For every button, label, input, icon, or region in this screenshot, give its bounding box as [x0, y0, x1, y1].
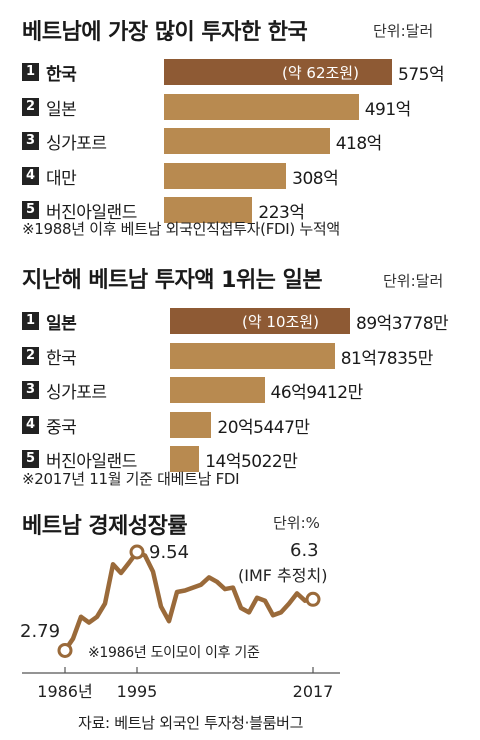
value-label: 20억5447만	[217, 417, 310, 438]
rank-badge: 1	[22, 63, 39, 81]
country-label: 일본	[46, 99, 77, 120]
chart2-title: 지난해 베트남 투자액 1위는 일본	[22, 268, 323, 293]
country-label: 한국	[46, 65, 77, 85]
end-value-label: 6.3	[290, 540, 319, 561]
chart1-row: 2 일본 491억	[22, 93, 462, 120]
rank-badge: 3	[22, 381, 39, 399]
bar	[164, 93, 359, 120]
bar-highlight-note: (약 10조원)	[242, 313, 319, 331]
chart2-footnote: ※2017년 11월 기준 대베트남 FDI	[22, 470, 240, 488]
peak-value-label: 9.54	[149, 542, 189, 563]
data-point-marker	[57, 642, 73, 658]
data-point-marker	[129, 544, 145, 560]
chart2-unit: 단위:달러	[383, 272, 444, 290]
chart2-row: 5 버진아일랜드 14억5022만	[22, 446, 462, 472]
chart3-footnote: ※1986년 도이모이 이후 기준	[88, 645, 260, 661]
chart1-row: 3 싱가포르 418억	[22, 128, 462, 154]
x-tick-label: 1986년	[37, 682, 92, 701]
country-label: 버진아일랜드	[46, 203, 137, 223]
country-label: 중국	[46, 417, 77, 438]
bar	[164, 128, 330, 154]
value-label: 223억	[258, 203, 305, 223]
chart1-footnote: ※1988년 이후 베트남 외국인직접투자(FDI) 누적액	[22, 220, 340, 238]
bar-highlight-note: (약 62조원)	[282, 64, 359, 82]
country-label: 버진아일랜드	[46, 452, 137, 472]
end-value-note: (IMF 추정치)	[238, 566, 327, 585]
chart1-row: 1 한국 (약 62조원) 575억	[22, 59, 462, 85]
bar	[164, 197, 253, 223]
rank-badge: 2	[22, 97, 39, 116]
chart1-unit: 단위:달러	[373, 22, 434, 40]
country-label: 싱가포르	[46, 383, 107, 403]
chart2-row: 4 중국 20억5447만	[22, 411, 462, 438]
rank-badge: 4	[22, 166, 39, 185]
value-label: 308억	[292, 168, 339, 189]
value-label: 81억7835만	[340, 348, 434, 369]
rank-badge: 3	[22, 132, 39, 150]
chart2-row: 3 싱가포르 46억9412만	[22, 377, 462, 403]
x-tick-label: 1995	[117, 682, 158, 701]
bar	[170, 446, 200, 472]
country-label: 대만	[46, 168, 77, 189]
source-note: 자료: 베트남 외국인 투자청·블룸버그	[78, 714, 304, 732]
chart3-unit: 단위:%	[273, 514, 320, 532]
rank-badge: 5	[22, 450, 39, 468]
value-label: 418억	[335, 134, 383, 154]
chart1-title: 베트남에 가장 많이 투자한 한국	[22, 20, 308, 45]
chart1-row: 4 대만 308억	[22, 162, 462, 189]
rank-badge: 4	[22, 415, 39, 434]
value-label: 46억9412만	[270, 383, 364, 403]
growth-series-line	[62, 549, 316, 653]
chart2-row: 2 한국 81억7835만	[22, 342, 462, 369]
country-label: 한국	[46, 348, 77, 369]
bar	[170, 342, 335, 369]
rank-badge: 2	[22, 346, 39, 365]
chart1-row: 5 버진아일랜드 223억	[22, 197, 462, 223]
x-tick-label: 2017	[293, 682, 334, 701]
country-label: 싱가포르	[46, 134, 107, 154]
data-point-marker	[305, 591, 321, 607]
chart3-title: 베트남 경제성장률	[22, 514, 188, 539]
value-label: 14억5022만	[205, 452, 298, 472]
bar	[164, 162, 287, 189]
value-label: 89억3778만	[356, 314, 449, 334]
rank-badge: 1	[22, 312, 39, 330]
bar	[170, 411, 212, 438]
start-value-label: 2.79	[20, 621, 60, 642]
bar	[170, 308, 350, 334]
value-label: 491억	[364, 99, 412, 120]
rank-badge: 5	[22, 201, 39, 219]
bar	[164, 59, 392, 85]
chart2-row: 1 일본 (약 10조원) 89억3778만	[22, 308, 462, 334]
bar	[170, 377, 265, 403]
country-label: 일본	[46, 314, 77, 334]
value-label: 575억	[398, 65, 445, 85]
